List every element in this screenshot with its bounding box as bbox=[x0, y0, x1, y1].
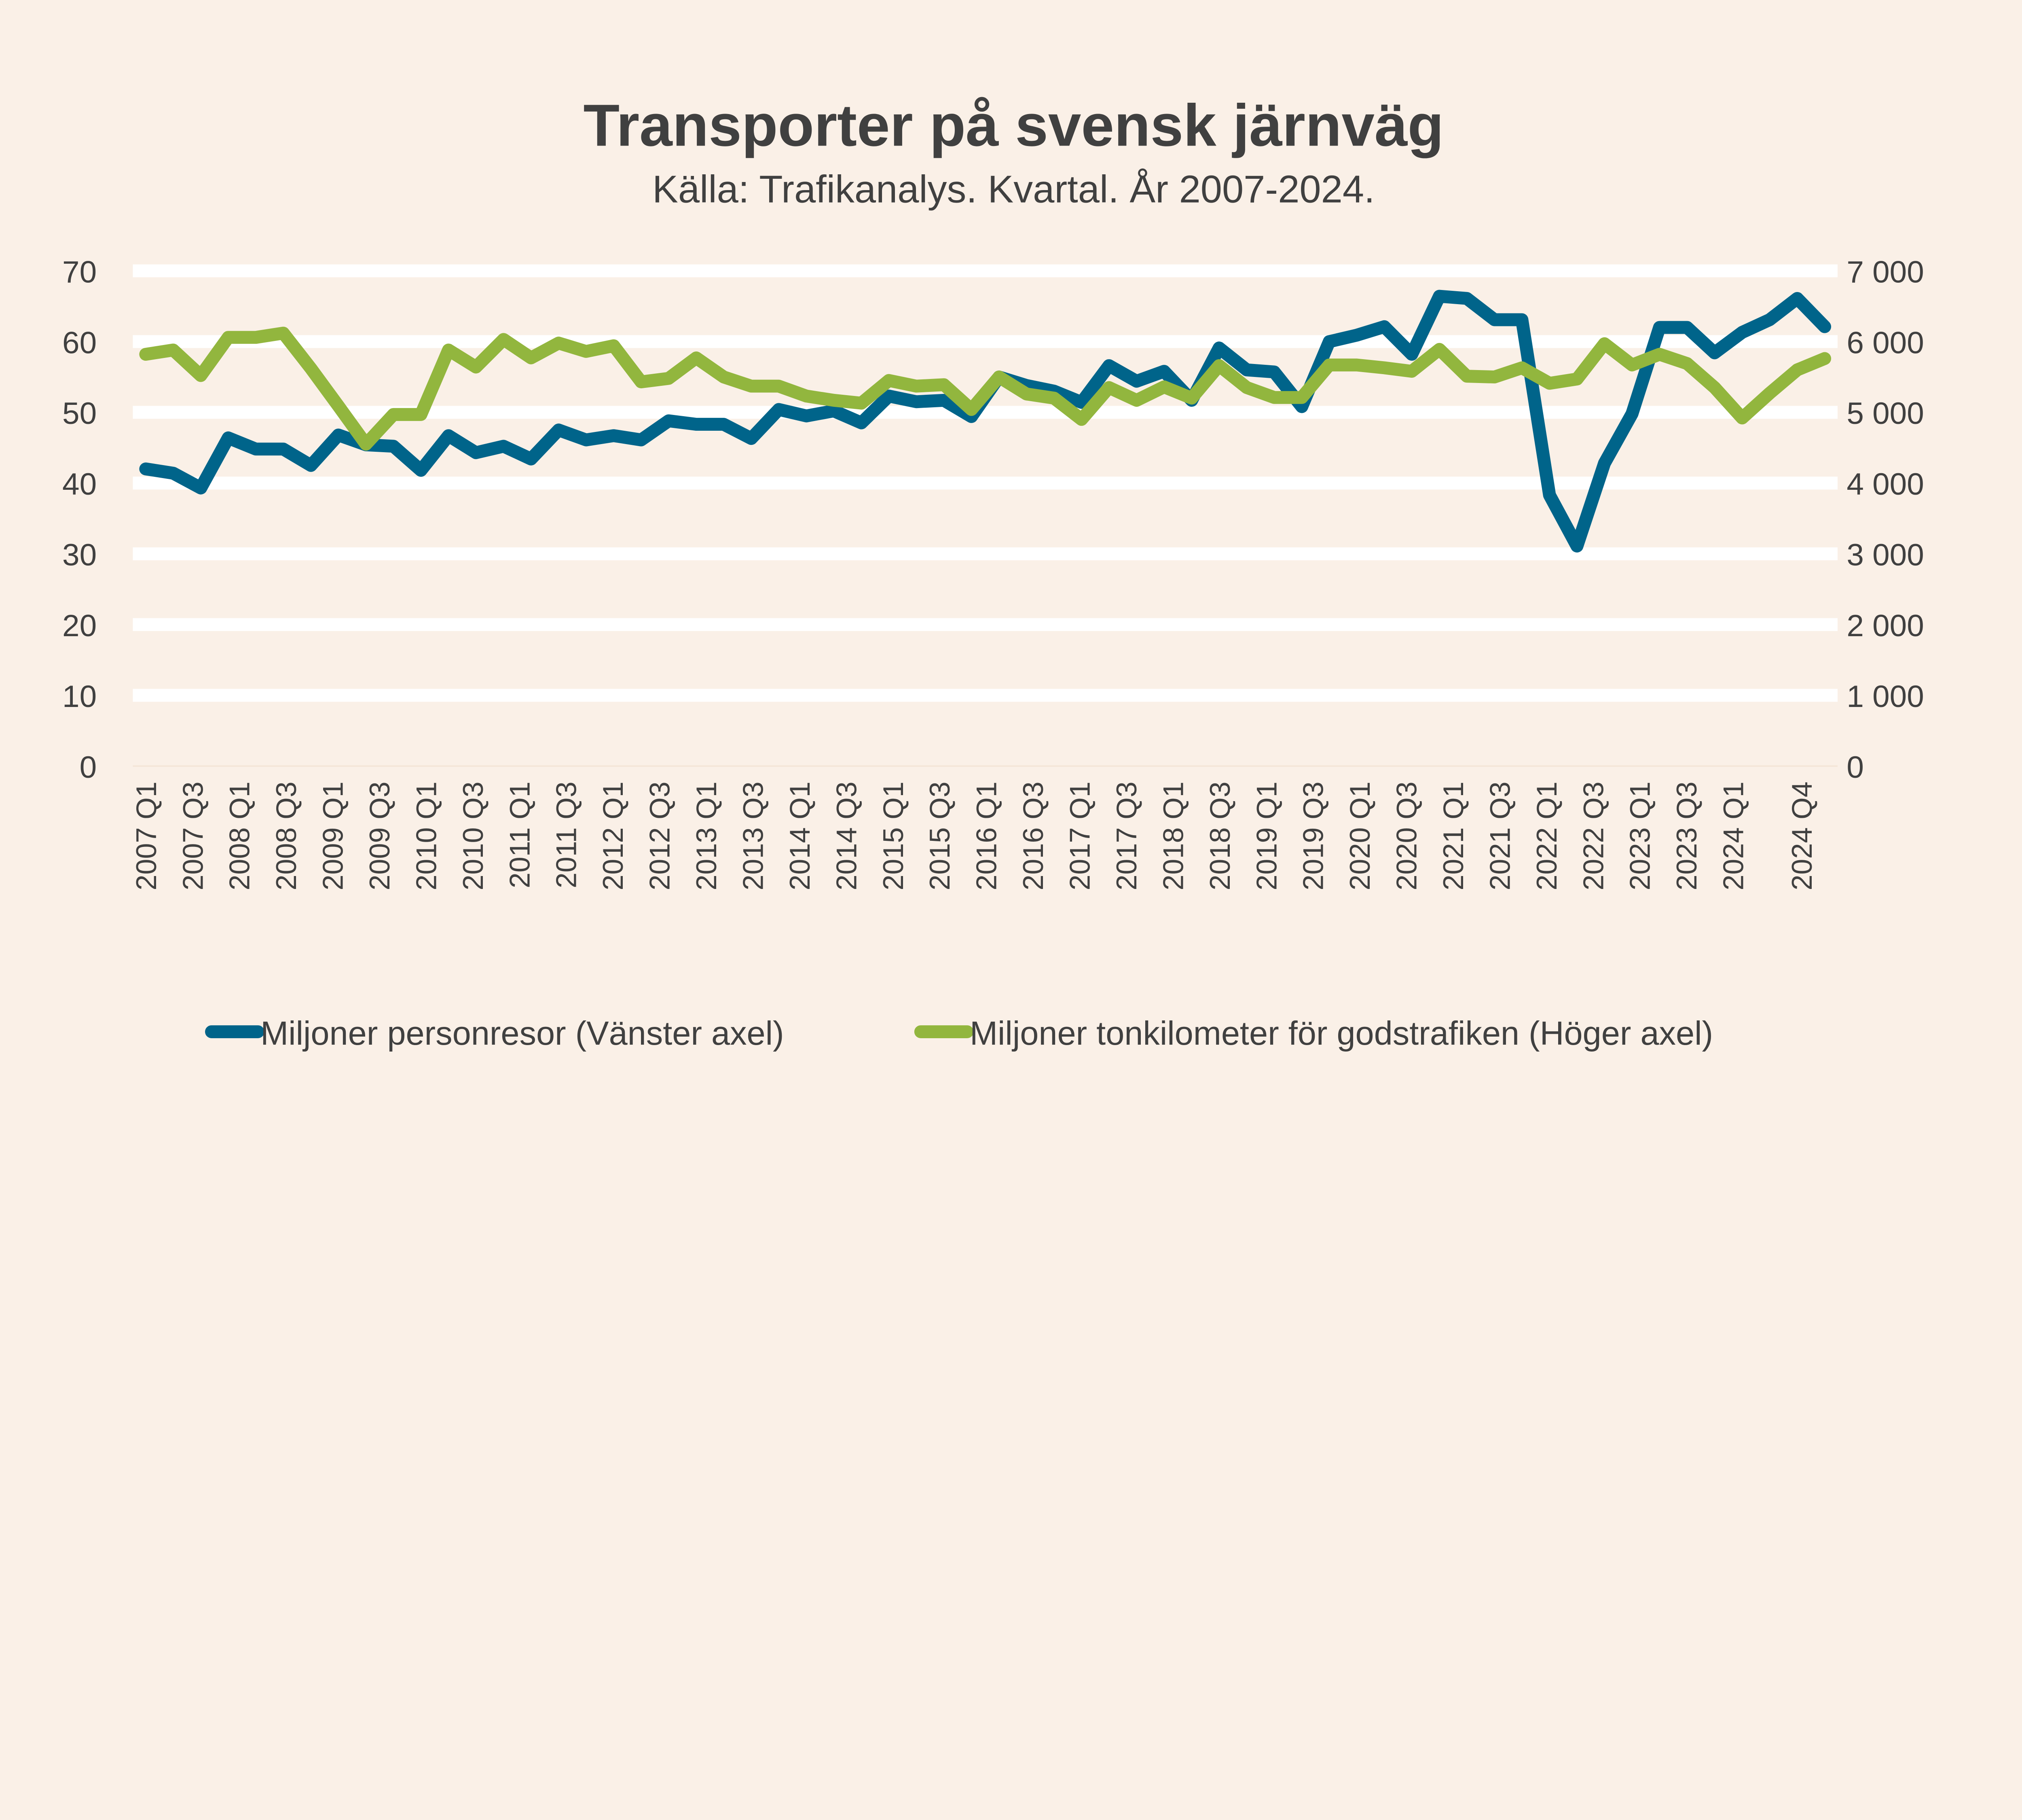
gridline bbox=[133, 335, 1838, 348]
right-tick-label: 2 000 bbox=[1846, 609, 1924, 643]
x-tick-label: 2019 Q3 bbox=[1297, 781, 1329, 890]
point-godstrafik bbox=[1439, 349, 1440, 350]
x-tick-label: 2008 Q3 bbox=[270, 781, 302, 890]
right-tick-label: 7 000 bbox=[1846, 255, 1924, 289]
x-tick-label: 2015 Q3 bbox=[924, 781, 956, 890]
x-tick-label: 2023 Q3 bbox=[1671, 781, 1703, 890]
x-tick-label: 2024 Q1 bbox=[1717, 781, 1749, 890]
x-tick-label: 2017 Q3 bbox=[1110, 781, 1142, 890]
x-axis-ticks: 2007 Q1 2007 Q3 2008 Q1 2008 Q3 2009 Q1 2009 … bbox=[130, 781, 1818, 890]
left-tick-label: 70 bbox=[62, 255, 97, 289]
point-personresor bbox=[1081, 402, 1082, 403]
x-tick-label: 2012 Q1 bbox=[597, 781, 629, 890]
right-axis-ticks: 0 1 000 2 000 3 000 4 000 5 000 6 000 7 000 bbox=[1846, 255, 1924, 784]
right-tick-label: 6 000 bbox=[1846, 326, 1924, 360]
point-personresor bbox=[1687, 327, 1688, 328]
x-tick-label: 2011 Q3 bbox=[550, 781, 582, 888]
point-godstrafik bbox=[668, 378, 669, 379]
x-tick-label: 2021 Q1 bbox=[1437, 781, 1469, 890]
x-tick-label: 2019 Q1 bbox=[1250, 781, 1282, 890]
x-tick-label: 2016 Q3 bbox=[1017, 781, 1049, 890]
left-tick-label: 10 bbox=[62, 679, 97, 714]
point-personresor bbox=[503, 446, 504, 447]
point-personresor bbox=[1329, 341, 1330, 342]
left-tick-label: 20 bbox=[62, 609, 97, 643]
right-tick-label: 5 000 bbox=[1846, 396, 1924, 431]
x-tick-label: 2014 Q3 bbox=[830, 781, 862, 890]
left-tick-label: 50 bbox=[62, 396, 97, 431]
point-personresor bbox=[393, 446, 394, 447]
right-tick-label: 4 000 bbox=[1846, 467, 1924, 502]
x-tick-label: 2021 Q3 bbox=[1484, 781, 1516, 890]
x-tick-label: 2024 Q4 bbox=[1786, 781, 1818, 890]
left-tick-label: 0 bbox=[80, 750, 97, 785]
x-tick-label: 2010 Q1 bbox=[410, 781, 442, 890]
x-tick-label: 2011 Q1 bbox=[503, 781, 535, 888]
gridline bbox=[133, 689, 1838, 702]
legend: Miljoner personresor (Vänster axel) Milj… bbox=[205, 1014, 1713, 1052]
x-tick-label: 2020 Q1 bbox=[1344, 781, 1376, 890]
point-godstrafik bbox=[1274, 397, 1275, 398]
point-personresor bbox=[1026, 385, 1027, 386]
x-tick-label: 2009 Q3 bbox=[364, 781, 396, 890]
series-line-godstrafik bbox=[139, 326, 1832, 451]
x-tick-label: 2013 Q1 bbox=[690, 781, 722, 890]
x-tick-label: 2008 Q1 bbox=[224, 781, 256, 890]
point-godstrafik bbox=[1081, 419, 1082, 420]
gridline bbox=[133, 476, 1838, 490]
series-lines bbox=[139, 290, 1832, 553]
x-tick-label: 2007 Q3 bbox=[177, 781, 209, 890]
x-tick-label: 2013 Q3 bbox=[737, 781, 769, 890]
left-tick-label: 40 bbox=[62, 467, 97, 502]
point-personresor bbox=[1797, 298, 1798, 299]
x-tick-label: 2012 Q3 bbox=[644, 781, 676, 890]
x-tick-label: 2015 Q1 bbox=[877, 781, 909, 890]
x-tick-label: 2023 Q1 bbox=[1624, 781, 1656, 890]
left-axis-ticks: 0 10 20 30 40 50 60 70 bbox=[62, 255, 97, 784]
x-tick-label: 2014 Q1 bbox=[784, 781, 816, 890]
right-tick-label: 0 bbox=[1846, 750, 1864, 785]
x-tick-label: 2009 Q1 bbox=[317, 781, 349, 890]
chart-background bbox=[0, 0, 2022, 1138]
point-personresor bbox=[778, 409, 779, 410]
point-personresor bbox=[1384, 326, 1385, 327]
point-godstrafik bbox=[503, 339, 504, 340]
point-godstrafik bbox=[1659, 354, 1660, 355]
legend-label-personresor: Miljoner personresor (Vänster axel) bbox=[260, 1014, 784, 1052]
gridlines bbox=[133, 264, 1838, 767]
x-tick-label: 2022 Q1 bbox=[1531, 781, 1563, 890]
right-tick-label: 3 000 bbox=[1846, 538, 1924, 572]
chart-title: Transporter på svensk järnväg bbox=[584, 92, 1444, 159]
right-tick-label: 1 000 bbox=[1846, 679, 1924, 714]
left-tick-label: 60 bbox=[62, 326, 97, 360]
point-personresor bbox=[723, 424, 724, 425]
point-godstrafik bbox=[1604, 343, 1605, 344]
point-personresor bbox=[1659, 327, 1660, 328]
x-tick-label: 2018 Q3 bbox=[1204, 781, 1236, 890]
gridline bbox=[133, 618, 1838, 631]
point-godstrafik bbox=[971, 409, 972, 410]
gridline bbox=[133, 264, 1838, 277]
chart-subtitle: Källa: Trafikanalys. Kvartal. År 2007-20… bbox=[652, 168, 1375, 211]
x-tick-label: 2016 Q1 bbox=[971, 781, 1003, 890]
legend-label-godstrafik: Miljoner tonkilometer för godstrafiken (… bbox=[970, 1014, 1713, 1052]
line-chart: Transporter på svensk järnväg Källa: Tra… bbox=[0, 0, 2022, 1138]
point-godstrafik bbox=[1714, 387, 1715, 388]
left-tick-label: 30 bbox=[62, 538, 97, 572]
x-tick-label: 2022 Q3 bbox=[1577, 781, 1609, 890]
x-tick-label: 2010 Q3 bbox=[457, 781, 489, 890]
x-tick-label: 2007 Q1 bbox=[130, 781, 162, 890]
gridline bbox=[133, 547, 1838, 561]
x-tick-label: 2020 Q3 bbox=[1391, 781, 1423, 890]
x-tick-label: 2018 Q1 bbox=[1157, 781, 1189, 890]
x-tick-label: 2017 Q1 bbox=[1064, 781, 1096, 890]
